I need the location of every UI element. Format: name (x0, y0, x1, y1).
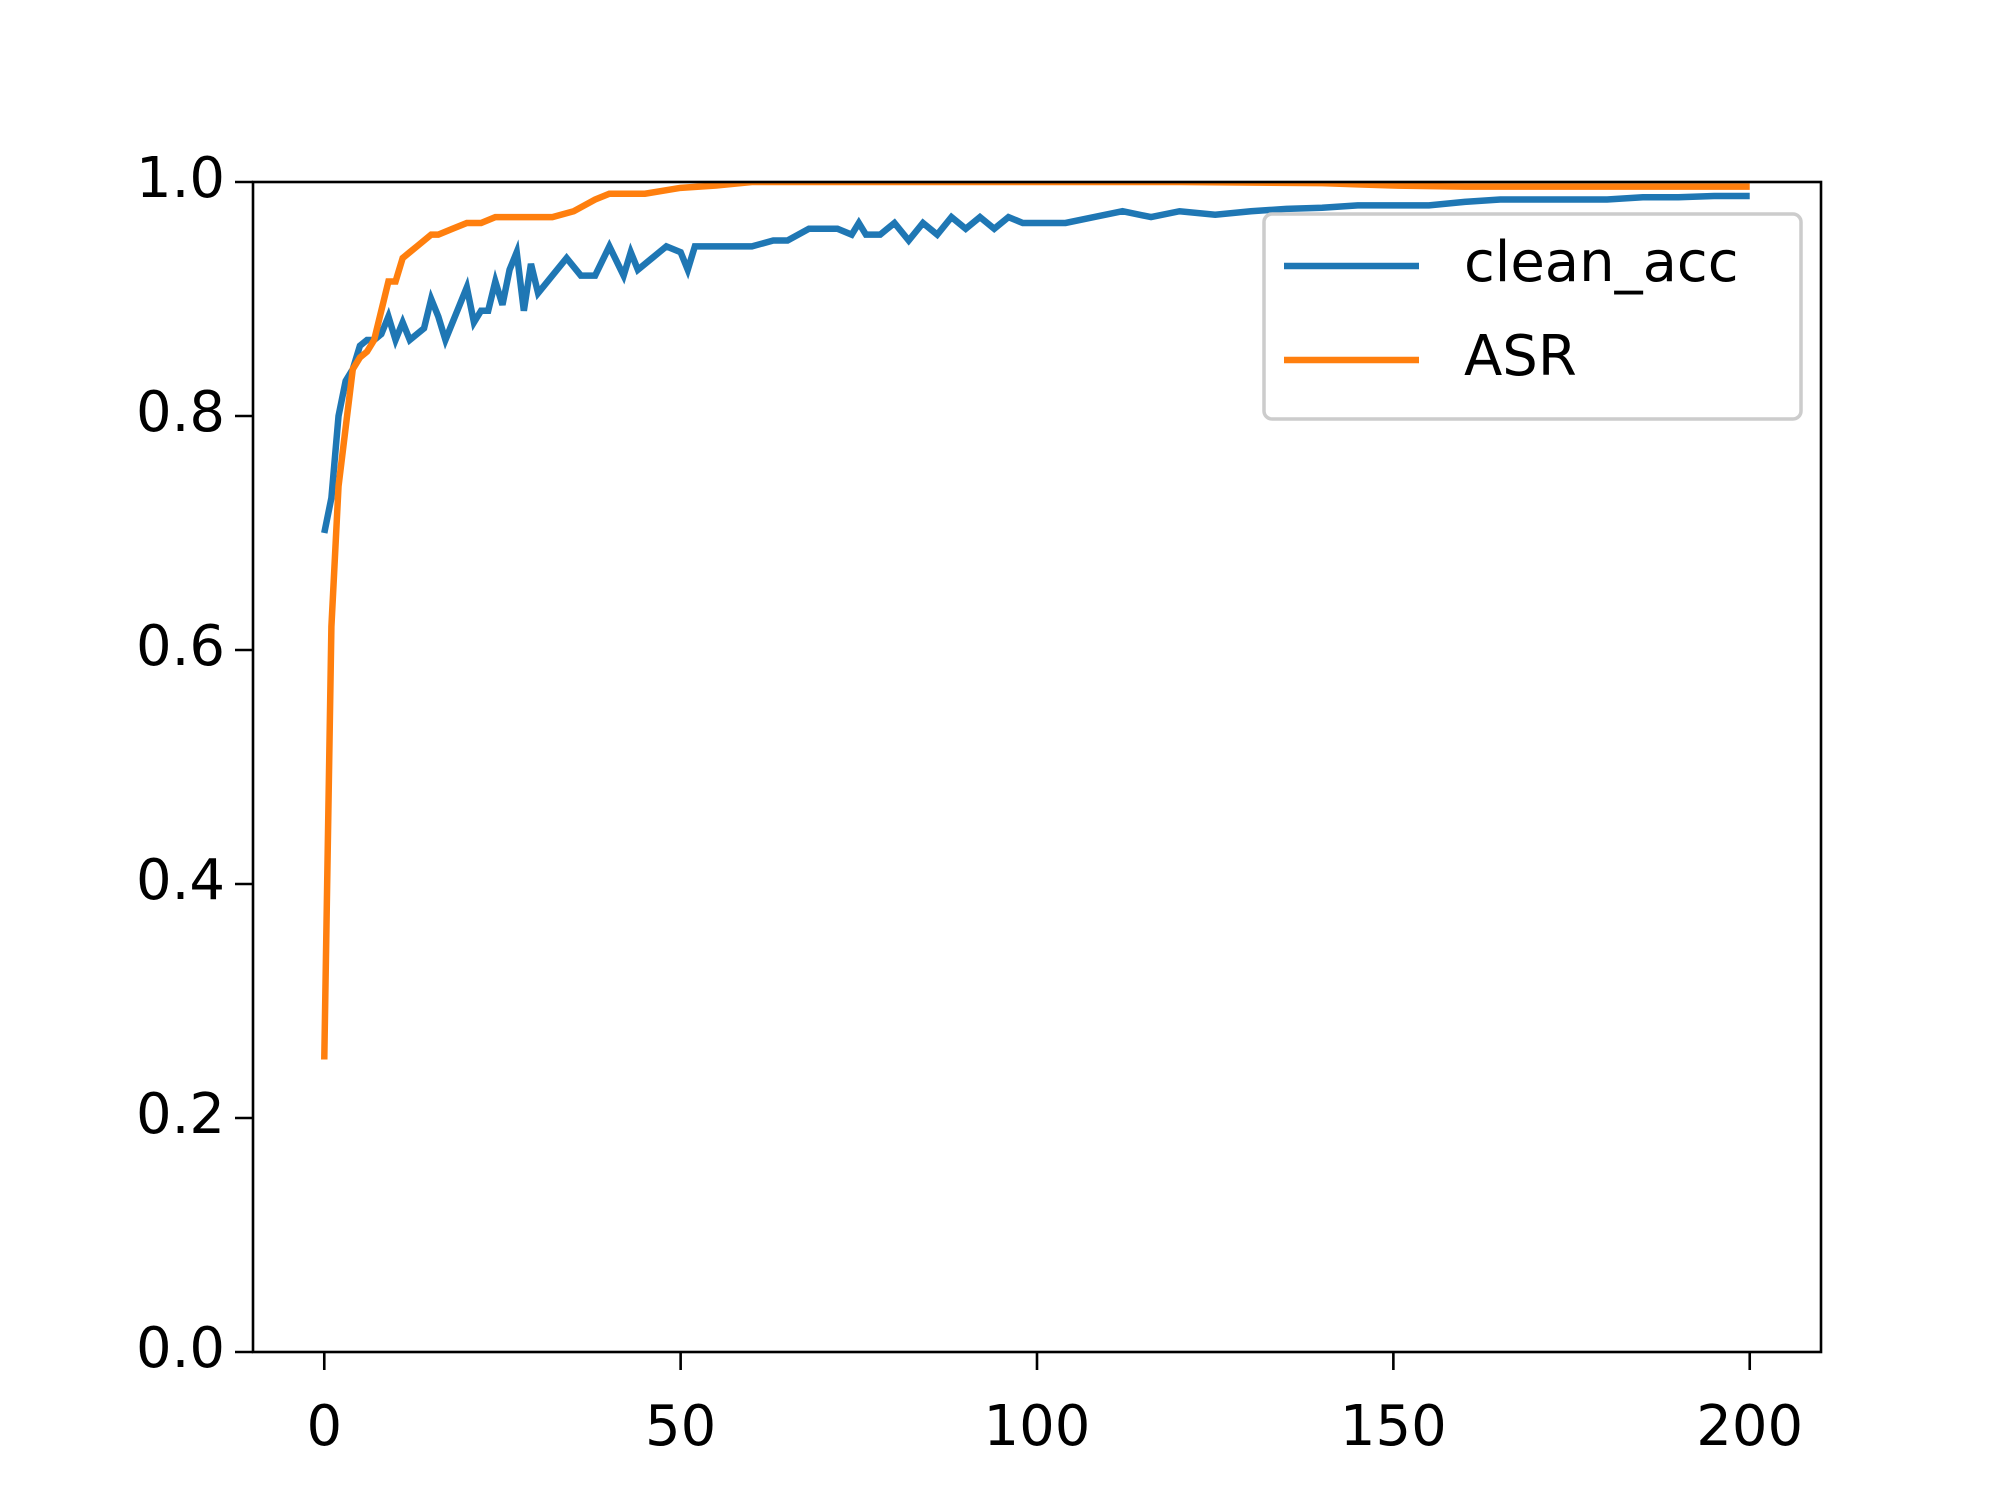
legend-label: clean_acc (1464, 230, 1739, 295)
y-tick-label: 0.6 (136, 614, 225, 679)
x-tick-label: 150 (1340, 1394, 1447, 1459)
y-tick-label: 0.4 (136, 848, 225, 913)
x-tick-label: 100 (984, 1394, 1091, 1459)
legend-label: ASR (1464, 324, 1577, 389)
axes-frame (251, 180, 1823, 1354)
y-tick-label: 0.2 (136, 1082, 225, 1147)
series-line (321, 192, 1750, 534)
y-tick-label: 0.0 (136, 1316, 225, 1381)
x-tick-label: 0 (306, 1394, 342, 1459)
y-tick-label: 1.0 (136, 146, 225, 211)
y-tick-label: 0.8 (136, 380, 225, 445)
x-tick-label: 200 (1696, 1394, 1803, 1459)
x-tick-label: 50 (645, 1394, 716, 1459)
